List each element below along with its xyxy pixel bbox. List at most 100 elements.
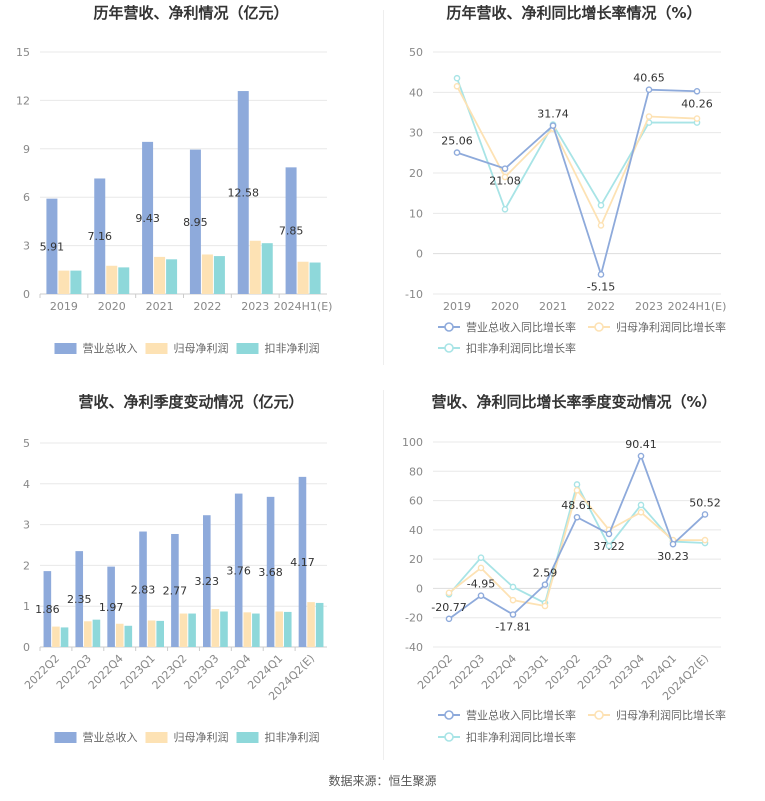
legend-label: 扣非净利润同比增长率 xyxy=(466,730,576,744)
bar-net-profit xyxy=(115,623,124,647)
x-tick-label: 2020 xyxy=(98,300,126,313)
series-line xyxy=(456,88,698,278)
data-point xyxy=(693,87,701,95)
bar-net-profit xyxy=(249,240,261,294)
data-point xyxy=(501,205,509,213)
legend-label: 扣非净利润 xyxy=(265,730,320,744)
data-point xyxy=(541,581,549,588)
legend-label: 营业总收入 xyxy=(83,341,138,355)
bar-deducted-profit xyxy=(261,243,273,294)
bar-revenue xyxy=(75,551,84,647)
data-point xyxy=(637,508,645,516)
data-point xyxy=(701,536,709,544)
y-tick-label: 0 xyxy=(416,248,423,261)
bar-deducted-profit xyxy=(118,267,130,294)
bar-deducted-profit xyxy=(220,611,228,647)
data-label: 2.59 xyxy=(533,567,558,580)
data-point xyxy=(573,513,581,521)
data-point xyxy=(501,173,509,181)
data-label: 9.43 xyxy=(135,212,160,225)
data-point xyxy=(573,487,581,494)
legend-swatch xyxy=(236,732,259,743)
data-point xyxy=(573,481,581,488)
x-tick-label: 2021 xyxy=(539,300,567,313)
chart-title: 营收、净利同比增长率季度变动情况（%） xyxy=(431,393,716,411)
bar-deducted-profit xyxy=(315,602,324,647)
data-point xyxy=(549,122,557,129)
bar-revenue xyxy=(139,531,147,647)
legend-label: 归母净利润同比增长率 xyxy=(616,708,726,722)
annual-growth-rate-chart: 历年营收、净利同比增长率情况（%） -10 0 10 20 30 40 50 2019 2020 2… xyxy=(383,0,765,385)
y-tick-label: 9 xyxy=(23,143,30,156)
y-tick-label: 3 xyxy=(23,519,30,532)
legend-marker xyxy=(444,343,454,353)
bar-deducted-profit xyxy=(166,259,178,294)
data-label: 7.16 xyxy=(88,230,113,243)
y-tick-label: 30 xyxy=(409,127,423,140)
data-label: 2.77 xyxy=(163,584,188,597)
bar-revenue xyxy=(234,493,243,647)
bar-net-profit xyxy=(297,261,309,294)
data-point xyxy=(445,589,453,597)
data-point xyxy=(501,165,509,172)
y-tick-label: 2 xyxy=(23,559,30,572)
data-label: 40.65 xyxy=(633,72,665,85)
y-tick-label: 100 xyxy=(402,436,423,449)
legend-label: 归母净利润同比增长率 xyxy=(616,320,726,334)
data-label: 50.52 xyxy=(689,496,721,509)
bar-revenue xyxy=(285,167,297,294)
data-point xyxy=(509,596,517,604)
data-point xyxy=(453,82,461,90)
panel-divider xyxy=(383,390,384,760)
bar-revenue xyxy=(142,141,154,294)
data-point xyxy=(453,149,461,156)
y-tick-label: 40 xyxy=(409,524,423,537)
panel-divider xyxy=(383,10,384,365)
data-label: 2.35 xyxy=(67,593,92,606)
x-tick-label: 2022 xyxy=(193,300,221,313)
data-label: 48.61 xyxy=(561,499,593,512)
bar-deducted-profit xyxy=(124,625,133,647)
legend-label: 归母净利润 xyxy=(174,341,229,355)
legend-swatch xyxy=(54,343,77,354)
quarter-bar-svg: 营收、净利季度变动情况（亿元）0123452022Q22022Q32022Q42… xyxy=(22,393,327,744)
data-label: 25.06 xyxy=(441,135,473,148)
legend-marker xyxy=(444,732,454,742)
legend-label: 营业总收入 xyxy=(83,730,138,744)
legend-marker xyxy=(594,322,604,332)
chart-title: 营收、净利季度变动情况（亿元） xyxy=(78,393,303,411)
legend-swatch xyxy=(145,732,168,743)
data-label: 7.85 xyxy=(279,225,304,238)
x-tick-label: 2023 xyxy=(635,300,663,313)
bar-deducted-profit xyxy=(283,611,292,647)
y-tick-label: 12 xyxy=(16,94,30,107)
bar-net-profit xyxy=(201,254,213,294)
x-tick-label: 2019 xyxy=(443,300,471,313)
legend-swatch xyxy=(54,732,77,743)
y-tick-label: -10 xyxy=(405,288,423,301)
bar-revenue xyxy=(94,178,106,294)
data-label: 5.91 xyxy=(40,240,65,253)
data-label: 30.23 xyxy=(657,550,689,563)
bar-deducted-profit xyxy=(60,627,69,647)
bar-deducted-profit xyxy=(156,620,164,647)
bar-deducted-profit xyxy=(252,613,260,647)
bar-deducted-profit xyxy=(92,619,101,647)
data-label: 3.68 xyxy=(258,566,283,579)
data-point xyxy=(541,602,549,610)
y-tick-label: 4 xyxy=(23,478,30,491)
data-label: 3.76 xyxy=(226,564,251,577)
y-tick-label: 0 xyxy=(23,641,30,654)
bar-revenue xyxy=(171,533,179,647)
legend-label: 扣非净利润同比增长率 xyxy=(466,341,576,355)
data-point xyxy=(605,542,613,550)
data-label: -17.81 xyxy=(495,621,530,634)
bar-revenue xyxy=(189,149,201,294)
y-tick-label: -40 xyxy=(405,641,423,654)
y-tick-label: 15 xyxy=(16,46,30,59)
y-tick-label: 40 xyxy=(409,86,423,99)
data-point xyxy=(701,511,709,518)
x-tick-label: 2023 xyxy=(241,300,269,313)
legend-label: 扣非净利润 xyxy=(265,341,320,355)
legend-swatch xyxy=(145,343,168,354)
